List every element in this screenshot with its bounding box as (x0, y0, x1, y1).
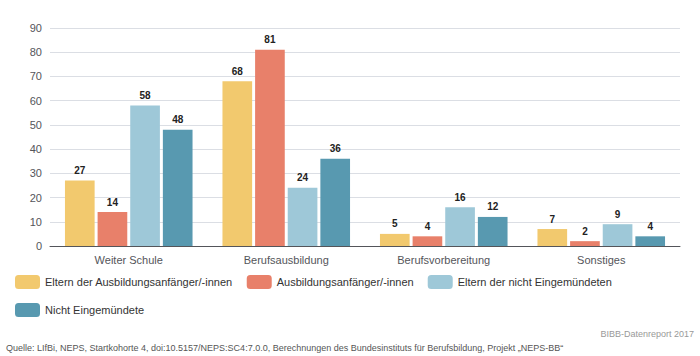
svg-text:Eltern der nicht Eingemündeten: Eltern der nicht Eingemündeten (458, 276, 612, 288)
svg-text:Nicht Eingemündete: Nicht Eingemündete (45, 304, 144, 316)
svg-text:4: 4 (647, 221, 653, 232)
svg-text:80: 80 (30, 46, 42, 58)
svg-text:27: 27 (74, 165, 86, 176)
svg-text:30: 30 (30, 167, 42, 179)
svg-text:Berufsvorbereitung: Berufsvorbereitung (397, 254, 490, 266)
svg-text:Sonstiges: Sonstiges (577, 254, 626, 266)
svg-text:81: 81 (264, 34, 276, 45)
svg-text:24: 24 (297, 172, 309, 183)
svg-text:50: 50 (30, 119, 42, 131)
svg-text:12: 12 (487, 201, 499, 212)
svg-text:70: 70 (30, 70, 42, 82)
svg-text:7: 7 (550, 214, 556, 225)
svg-text:58: 58 (140, 90, 152, 101)
svg-text:4: 4 (425, 221, 431, 232)
svg-text:Quelle: LIfBi, NEPS, Startkoho: Quelle: LIfBi, NEPS, Startkohorte 4, doi… (6, 343, 563, 353)
svg-text:9: 9 (615, 209, 621, 220)
svg-text:Eltern der Ausbildungsanfänger: Eltern der Ausbildungsanfänger/-innen (45, 276, 232, 288)
svg-text:60: 60 (30, 95, 42, 107)
svg-text:68: 68 (232, 66, 244, 77)
svg-text:20: 20 (30, 192, 42, 204)
svg-text:Weiter Schule: Weiter Schule (95, 254, 163, 266)
svg-text:Ausbildungsanfänger/-innen: Ausbildungsanfänger/-innen (277, 276, 414, 288)
svg-text:36: 36 (330, 143, 342, 154)
svg-text:90: 90 (30, 22, 42, 34)
svg-text:16: 16 (455, 192, 467, 203)
svg-text:2: 2 (582, 226, 588, 237)
svg-text:BIBB-Datenreport 2017: BIBB-Datenreport 2017 (600, 329, 694, 339)
svg-text:48: 48 (172, 114, 184, 125)
svg-text:40: 40 (30, 143, 42, 155)
svg-text:0: 0 (36, 240, 42, 252)
svg-text:14: 14 (107, 197, 119, 208)
svg-text:5: 5 (392, 218, 398, 229)
svg-text:10: 10 (30, 216, 42, 228)
svg-text:Berufsausbildung: Berufsausbildung (244, 254, 329, 266)
